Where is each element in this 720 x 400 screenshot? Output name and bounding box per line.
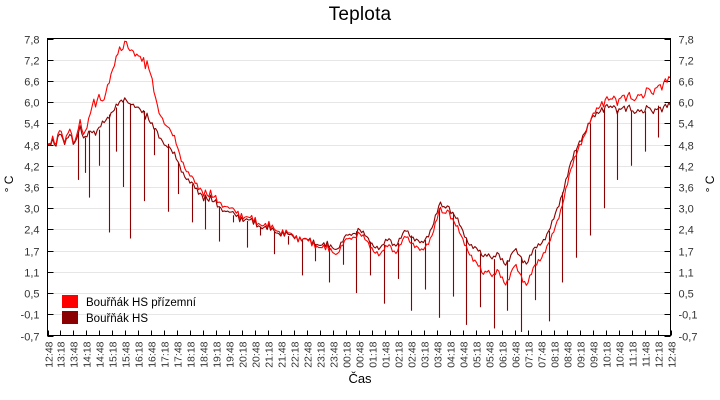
y-tick-label: 3,0: [679, 204, 694, 216]
chart-legend: Bouřňák HS přízemní Bouřňák HS: [62, 295, 197, 325]
x-tick-label: 05:48: [485, 341, 497, 367]
x-tick-label: 04:18: [446, 341, 458, 367]
series-line: [47, 97, 671, 266]
y-tick-label: 5,4: [679, 119, 694, 131]
legend-label: Bouřňák HS: [86, 313, 148, 325]
y-tick-label: 6,6: [24, 77, 39, 89]
x-tick-label: 02:48: [407, 341, 419, 367]
x-tick-label: 23:18: [316, 341, 328, 367]
x-tick-label: 08:18: [550, 341, 562, 367]
y-tick-label: 7,8: [24, 35, 39, 47]
y-tick-label: 5,4: [24, 119, 39, 131]
x-tick-label: 21:48: [277, 341, 289, 367]
x-tick-label: 16:18: [134, 341, 146, 367]
y-tick-label: 0,5: [24, 289, 39, 301]
x-tick-label: 20:48: [251, 341, 263, 367]
legend-swatch: [62, 295, 78, 308]
x-tick-label: 12:18: [654, 341, 666, 367]
legend-label: Bouřňák HS přízemní: [86, 297, 197, 309]
y-tick-label: -0,7: [679, 332, 698, 344]
plot-frame: [46, 37, 672, 337]
series-line: [47, 40, 671, 286]
y-tick-label: 1,1: [679, 268, 694, 280]
gridlines: [47, 39, 671, 337]
y-tick-label: 6,6: [679, 77, 694, 89]
y-tick-label: 7,8: [679, 35, 694, 47]
x-tick-label: 14:48: [95, 341, 107, 367]
x-tick-label: 01:18: [368, 341, 380, 367]
y-tick-label: 4,2: [679, 162, 694, 174]
x-tick-label: 00:48: [355, 341, 367, 367]
x-tick-label: 00:18: [342, 341, 354, 367]
x-tick-label: 22:18: [290, 341, 302, 367]
x-axis-ticks: 12:48 13:18 13:48 14:18 14:48 15:18 15:48 16:18…: [44, 330, 679, 368]
x-tick-label: 10:48: [615, 341, 627, 367]
x-tick-label: 05:18: [472, 341, 484, 367]
x-tick-label: 06:18: [498, 341, 510, 367]
x-tick-label: 01:48: [381, 341, 393, 367]
y-tick-label: 7,2: [24, 56, 39, 68]
x-tick-label: 17:48: [173, 341, 185, 367]
x-tick-label: 11:18: [628, 341, 640, 367]
x-tick-label: 03:48: [433, 341, 445, 367]
x-tick-label: 13:48: [69, 341, 81, 367]
x-tick-label: 12:48: [44, 341, 56, 367]
x-tick-label: 14:18: [82, 341, 94, 367]
y-tick-label: 6,0: [679, 98, 694, 110]
x-tick-label: 02:18: [394, 341, 406, 367]
x-tick-label: 08:48: [563, 341, 575, 367]
x-tick-label: 20:18: [238, 341, 250, 367]
x-tick-label: 18:18: [186, 341, 198, 367]
y-tick-label: 0,5: [679, 289, 694, 301]
legend-swatch: [62, 311, 78, 324]
y-tick-label: 1,7: [24, 247, 39, 259]
y-tick-label: 4,8: [679, 141, 694, 153]
x-tick-label: 03:18: [420, 341, 432, 367]
x-tick-label: 12:48: [667, 341, 679, 367]
x-tick-label: 19:18: [212, 341, 224, 367]
data-series: [47, 40, 671, 332]
x-tick-label: 16:48: [147, 341, 159, 367]
x-tick-label: 22:48: [303, 341, 315, 367]
y-tick-label: 3,6: [679, 183, 694, 195]
x-tick-label: 10:18: [602, 341, 614, 367]
x-tick-label: 11:48: [641, 341, 653, 367]
x-tick-label: 15:48: [121, 341, 133, 367]
y-tick-label: -0,1: [679, 310, 698, 322]
x-tick-label: 09:48: [589, 341, 601, 367]
y-tick-label: 4,2: [24, 162, 39, 174]
x-axis-label: Čas: [348, 371, 372, 386]
y-tick-label: 4,8: [24, 141, 39, 153]
x-tick-label: 17:18: [160, 341, 172, 367]
y-tick-label: 1,1: [24, 268, 39, 280]
y-tick-label: 1,7: [679, 247, 694, 259]
x-tick-label: 07:18: [524, 341, 536, 367]
chart-title: Teplota: [328, 4, 392, 25]
series-spikes: [77, 100, 660, 332]
x-tick-label: 15:18: [108, 341, 120, 367]
x-tick-label: 09:18: [576, 341, 588, 367]
x-tick-label: 07:48: [537, 341, 549, 367]
x-tick-label: 06:48: [511, 341, 523, 367]
x-tick-label: 13:18: [56, 341, 68, 367]
y-tick-label: 3,0: [24, 204, 39, 216]
x-tick-label: 18:48: [199, 341, 211, 367]
y-tick-label: 2,4: [679, 225, 694, 237]
y-axis-ticks-left: 7,8 7,2 6,6 6,0 5,4 4,8 4,2 3,6 3,0 2,4 1,7 1,1 0,5 -…: [21, 35, 40, 344]
y-tick-label: -0,1: [21, 310, 40, 322]
y-tick-label: 6,0: [24, 98, 39, 110]
x-tick-label: 23:48: [329, 341, 341, 367]
x-tick-label: 21:18: [264, 341, 276, 367]
x-tick-label: 04:48: [459, 341, 471, 367]
y-axis-ticks-right: 7,8 7,2 6,6 6,0 5,4 4,8 4,2 3,6 3,0 2,4 1,7 1,1 0,5 -…: [679, 35, 698, 344]
y-tick-label: 7,2: [679, 56, 694, 68]
y-tick-label: 2,4: [24, 225, 39, 237]
y-tick-label: 3,6: [24, 183, 39, 195]
y-tick-label: -0,7: [21, 332, 40, 344]
x-tick-label: 19:48: [225, 341, 237, 367]
